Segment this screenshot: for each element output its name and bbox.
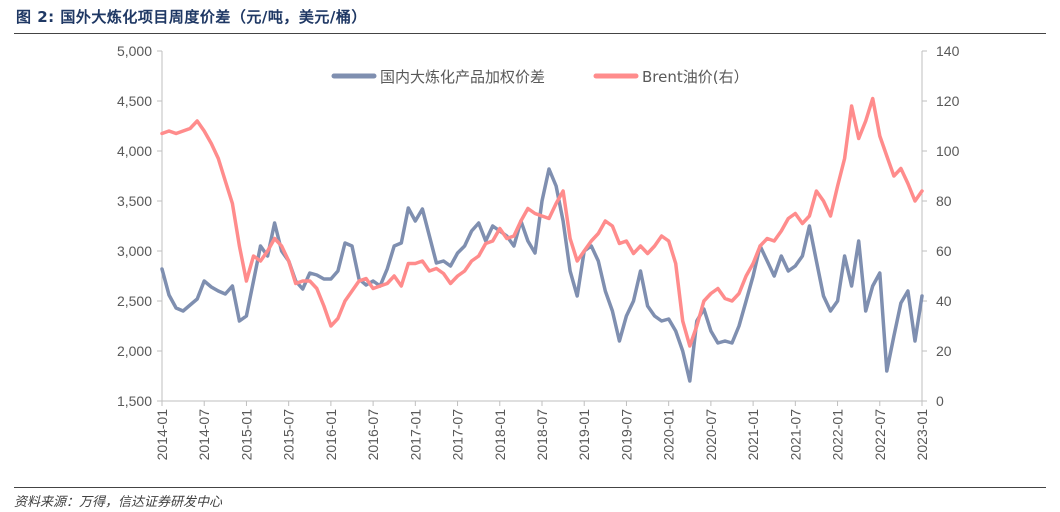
- x-tick-label: 2014-07: [196, 409, 212, 461]
- y-right-tick-label: 0: [936, 393, 944, 409]
- x-tick-label: 2018-07: [534, 409, 550, 461]
- x-tick-label: 2023-01: [914, 409, 930, 461]
- footer-rule: [14, 487, 1046, 488]
- x-tick-label: 2019-07: [618, 409, 634, 461]
- y-left-tick-label: 4,500: [117, 93, 152, 109]
- y-left-tick-label: 3,000: [117, 243, 152, 259]
- x-tick-label: 2016-01: [323, 409, 339, 461]
- chart-axes: 1,500 2,000 2,500 3,000 3,500 4,000 4,500 5,000…: [117, 43, 960, 460]
- y-right-tick-label: 60: [936, 243, 952, 259]
- y-left-tick-label: 3,500: [117, 193, 152, 209]
- x-tick-label: 2015-07: [281, 409, 297, 461]
- y-left-tick-label: 4,000: [117, 143, 152, 159]
- x-tick-label: 2018-01: [492, 409, 508, 461]
- chart-legend: 国内大炼化产品加权价差 Brent油价(右）: [331, 68, 749, 86]
- y-right-tick-label: 140: [936, 43, 960, 59]
- x-tick-label: 2020-01: [661, 409, 677, 461]
- x-tick-label: 2017-07: [450, 409, 466, 461]
- y-right-tick-label: 20: [936, 343, 952, 359]
- y-left-tick-label: 5,000: [117, 43, 152, 59]
- x-tick-label: 2022-07: [872, 409, 888, 461]
- y-right-tick-label: 80: [936, 193, 952, 209]
- y-left-tick-label: 2,000: [117, 343, 152, 359]
- legend-item-brent-label: Brent油价(右）: [642, 68, 749, 86]
- x-tick-label: 2022-01: [830, 409, 846, 461]
- figure-title: 图 2: 国外大炼化项目周度价差（元/吨，美元/桶）: [16, 8, 367, 26]
- y-right-tick-label: 40: [936, 293, 952, 309]
- x-tick-label: 2021-07: [787, 409, 803, 461]
- series-line-spread: [160, 167, 924, 383]
- legend-item-spread-label: 国内大炼化产品加权价差: [380, 68, 545, 86]
- x-tick-label: 2016-07: [365, 409, 381, 461]
- line-chart: 1,500 2,000 2,500 3,000 3,500 4,000 4,500 5,000…: [117, 43, 960, 460]
- x-tick-label: 2019-01: [576, 409, 592, 461]
- y-right-tick-label: 120: [936, 93, 960, 109]
- x-tick-label: 2017-01: [407, 409, 423, 461]
- y-right-tick-label: 100: [936, 143, 960, 159]
- source-note: 资料来源：万得，信达证券研发中心: [14, 495, 223, 510]
- y-left-tick-label: 1,500: [117, 393, 152, 409]
- series-line-brent: [160, 96, 924, 348]
- x-tick-label: 2015-01: [238, 409, 254, 461]
- title-rule: [14, 33, 1046, 34]
- y-left-tick-label: 2,500: [117, 293, 152, 309]
- x-tick-label: 2014-01: [154, 409, 170, 461]
- x-tick-label: 2021-01: [745, 409, 761, 461]
- x-tick-label: 2020-07: [703, 409, 719, 461]
- chart-series: [160, 96, 924, 383]
